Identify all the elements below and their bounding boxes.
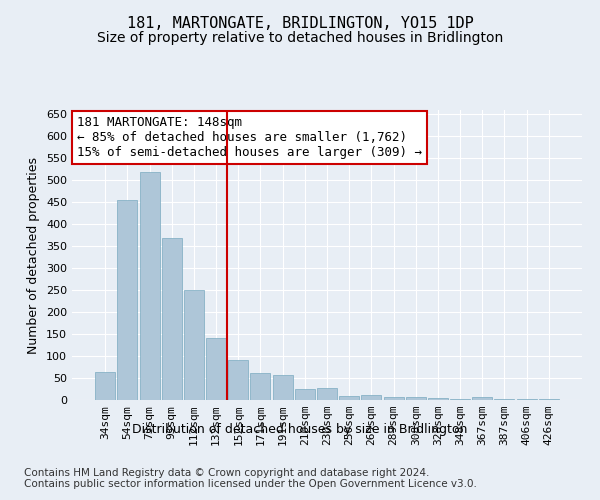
Bar <box>118 200 137 400</box>
Bar <box>450 399 470 400</box>
Bar <box>295 388 315 400</box>
Bar <box>383 398 404 400</box>
Bar <box>406 398 426 400</box>
Bar <box>162 238 182 400</box>
Bar <box>250 373 271 400</box>
Bar <box>472 398 492 400</box>
Bar <box>539 399 559 400</box>
Bar <box>272 375 293 400</box>
Bar <box>140 172 160 400</box>
Bar <box>428 398 448 400</box>
Bar <box>228 360 248 400</box>
Text: 181 MARTONGATE: 148sqm
← 85% of detached houses are smaller (1,762)
15% of semi-: 181 MARTONGATE: 148sqm ← 85% of detached… <box>77 116 422 159</box>
Bar <box>361 394 382 400</box>
Bar <box>95 372 115 400</box>
Text: Size of property relative to detached houses in Bridlington: Size of property relative to detached ho… <box>97 31 503 45</box>
Bar <box>517 398 536 400</box>
Text: Distribution of detached houses by size in Bridlington: Distribution of detached houses by size … <box>133 422 467 436</box>
Text: 181, MARTONGATE, BRIDLINGTON, YO15 1DP: 181, MARTONGATE, BRIDLINGTON, YO15 1DP <box>127 16 473 31</box>
Bar <box>206 338 226 400</box>
Bar <box>339 396 359 400</box>
Text: Contains HM Land Registry data © Crown copyright and database right 2024.
Contai: Contains HM Land Registry data © Crown c… <box>24 468 477 489</box>
Bar <box>317 388 337 400</box>
Bar <box>184 290 204 400</box>
Bar <box>494 398 514 400</box>
Y-axis label: Number of detached properties: Number of detached properties <box>28 156 40 354</box>
